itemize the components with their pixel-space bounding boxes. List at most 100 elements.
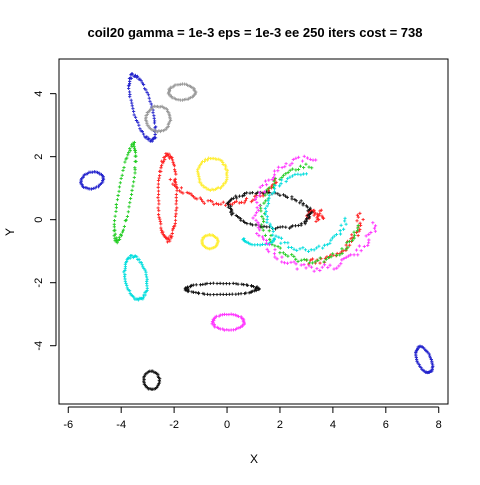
data-point xyxy=(292,255,295,258)
data-point xyxy=(271,233,274,236)
data-point xyxy=(283,261,286,264)
data-point xyxy=(114,210,117,213)
data-point xyxy=(298,247,301,250)
data-point xyxy=(355,248,358,251)
data-point xyxy=(278,251,281,254)
data-point xyxy=(280,178,283,181)
data-point xyxy=(251,216,254,219)
data-point xyxy=(322,260,325,263)
data-point xyxy=(251,191,254,194)
data-point xyxy=(212,282,215,285)
data-point xyxy=(321,246,324,249)
data-point xyxy=(259,186,262,189)
data-point xyxy=(195,283,198,286)
data-point xyxy=(299,173,302,176)
data-point xyxy=(362,218,365,221)
data-point xyxy=(343,217,346,220)
data-point xyxy=(304,266,307,269)
data-point xyxy=(266,215,269,218)
data-point xyxy=(310,248,313,251)
data-point xyxy=(290,162,293,165)
data-point xyxy=(264,234,267,237)
data-point xyxy=(238,201,241,204)
data-point xyxy=(124,280,127,283)
data-point xyxy=(265,221,268,224)
data-point xyxy=(133,176,136,179)
data-point xyxy=(363,245,366,248)
data-point xyxy=(331,236,334,239)
data-point xyxy=(159,166,162,169)
data-point xyxy=(117,194,120,197)
data-point xyxy=(339,262,342,265)
data-point xyxy=(128,95,131,98)
data-point xyxy=(255,232,258,235)
data-point xyxy=(225,172,228,175)
data-point xyxy=(265,239,268,242)
data-point xyxy=(301,159,304,162)
data-point xyxy=(339,229,342,232)
data-point xyxy=(294,262,297,265)
data-point xyxy=(328,264,331,267)
data-point xyxy=(286,262,289,265)
x-tick-label: 2 xyxy=(277,419,283,431)
data-point xyxy=(199,283,202,286)
x-tick-label: 8 xyxy=(436,419,442,431)
data-point xyxy=(145,280,148,283)
data-point xyxy=(159,222,162,225)
data-point xyxy=(228,282,231,285)
data-point xyxy=(259,243,262,246)
data-point xyxy=(117,190,120,193)
data-point xyxy=(225,174,228,177)
data-point xyxy=(130,189,133,192)
data-point xyxy=(329,239,332,242)
data-point xyxy=(267,178,270,181)
data-point xyxy=(323,244,326,247)
data-point xyxy=(192,283,195,286)
data-point xyxy=(174,219,177,222)
data-point xyxy=(228,293,231,296)
data-point xyxy=(272,230,275,233)
data-point xyxy=(174,215,177,218)
data-point xyxy=(131,184,134,187)
data-point xyxy=(275,257,278,260)
data-point xyxy=(290,253,293,256)
data-point xyxy=(239,292,242,295)
data-point xyxy=(352,231,355,234)
data-point xyxy=(296,173,299,176)
data-point xyxy=(116,198,119,201)
data-point xyxy=(224,204,227,207)
data-point xyxy=(128,201,131,204)
data-point xyxy=(215,282,218,285)
data-point xyxy=(281,225,284,228)
data-point xyxy=(369,231,372,234)
data-point xyxy=(248,192,251,195)
data-point xyxy=(282,251,285,254)
data-point xyxy=(181,99,184,102)
data-point xyxy=(242,283,245,286)
data-point xyxy=(159,226,162,229)
data-point xyxy=(367,238,370,241)
y-tick-label: 2 xyxy=(33,154,45,160)
data-point xyxy=(262,202,265,205)
data-point xyxy=(296,267,299,270)
data-point xyxy=(358,212,361,215)
data-point xyxy=(271,192,274,195)
data-point xyxy=(337,264,340,267)
data-point xyxy=(302,263,305,266)
data-point xyxy=(157,189,160,192)
data-point xyxy=(289,261,292,264)
data-point xyxy=(174,222,177,225)
data-point xyxy=(175,202,178,205)
x-tick-label: 4 xyxy=(330,419,336,431)
data-point xyxy=(205,282,208,285)
data-point xyxy=(257,234,260,237)
data-point xyxy=(277,166,280,169)
axes: -6 -4 -2 0 2 4 6 8-4-2024 xyxy=(33,91,442,431)
data-point xyxy=(278,178,281,181)
data-point xyxy=(127,205,130,208)
data-point xyxy=(175,196,178,199)
data-point xyxy=(219,203,222,206)
data-point xyxy=(290,195,293,198)
x-tick-label: 6 xyxy=(383,419,389,431)
